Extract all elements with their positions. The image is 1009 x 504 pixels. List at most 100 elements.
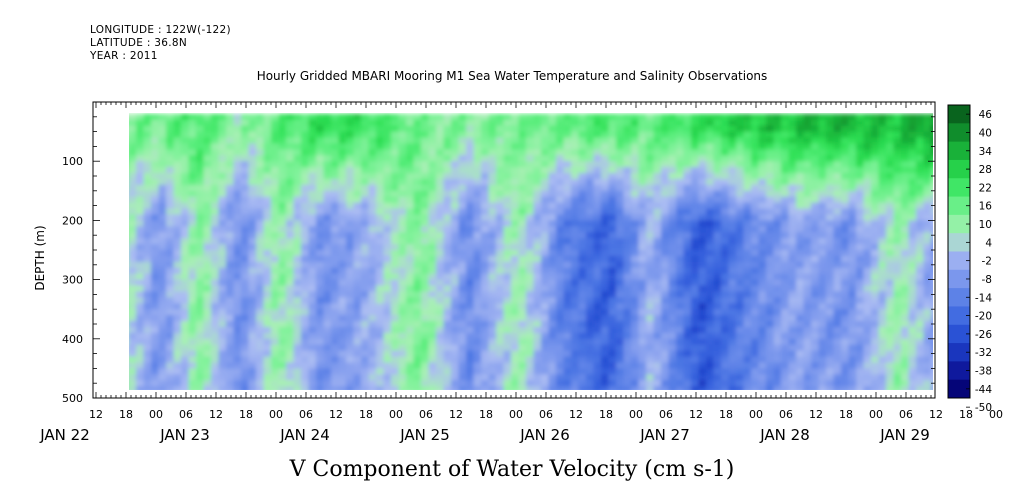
heatmap-cell [556, 226, 565, 234]
heatmap-cell [361, 327, 370, 334]
heatmap-cell [136, 131, 145, 139]
heatmap-cell [443, 374, 452, 382]
heatmap-cell [233, 374, 242, 382]
heatmap-cell [788, 179, 797, 186]
heatmap-cell [286, 161, 295, 169]
heatmap-cell [841, 190, 850, 198]
heatmap-cell [338, 356, 347, 364]
heatmap-cell [631, 155, 640, 163]
heatmap-cell [346, 315, 355, 322]
heatmap-cell [331, 232, 340, 240]
heatmap-cell [841, 173, 850, 180]
heatmap-cell [173, 143, 182, 151]
heatmap-cell [886, 149, 895, 157]
heatmap-cell [241, 380, 250, 388]
heatmap-cell [803, 155, 812, 163]
heatmap-cell [511, 327, 520, 334]
heatmap-cell [533, 226, 542, 234]
heatmap-cell [413, 125, 422, 133]
heatmap-cell [293, 179, 302, 186]
heatmap-cell [616, 279, 625, 287]
heatmap-cell [713, 113, 722, 121]
heatmap-cell [788, 161, 797, 169]
heatmap-cell [556, 356, 565, 364]
heatmap-cell [233, 232, 242, 240]
heatmap-cell [473, 196, 482, 204]
heatmap-cell [301, 173, 310, 180]
heatmap-cell [466, 350, 475, 358]
heatmap-cell [271, 279, 280, 287]
heatmap-cell [473, 285, 482, 293]
heatmap-cell [773, 220, 782, 228]
heatmap-cell [893, 350, 902, 358]
heatmap-cell [166, 356, 175, 364]
heatmap-cell [841, 368, 850, 376]
heatmap-cell [638, 184, 647, 192]
heatmap-cell [361, 155, 370, 163]
heatmap-cell [818, 202, 827, 210]
heatmap-cell [263, 368, 272, 376]
heatmap-cell [623, 184, 632, 192]
heatmap-cell [361, 190, 370, 198]
heatmap-cell [346, 321, 355, 328]
heatmap-cell [578, 261, 587, 269]
heatmap-cell [166, 232, 175, 240]
heatmap-cell [181, 214, 190, 222]
heatmap-cell [226, 338, 235, 346]
heatmap-cell [211, 167, 220, 174]
heatmap-cell [736, 155, 745, 163]
heatmap-cell [556, 202, 565, 210]
heatmap-cell [803, 297, 812, 305]
heatmap-cell [661, 137, 670, 145]
heatmap-cell [271, 232, 280, 240]
heatmap-cell [586, 137, 595, 145]
heatmap-cell [173, 321, 182, 328]
heatmap-cell [226, 113, 235, 121]
heatmap-cell [646, 244, 655, 251]
heatmap-cell [158, 173, 167, 180]
heatmap-cell [136, 315, 145, 322]
heatmap-cell [818, 356, 827, 364]
heatmap-cell [571, 161, 580, 169]
heatmap-cell [743, 338, 752, 346]
heatmap-cell [593, 356, 602, 364]
heatmap-cell [668, 119, 677, 127]
heatmap-cell [878, 113, 887, 121]
heatmap-cell [181, 119, 190, 127]
heatmap-cell [473, 303, 482, 311]
heatmap-cell [601, 374, 610, 382]
heatmap-cell [893, 184, 902, 192]
heatmap-cell [398, 137, 407, 145]
heatmap-cell [616, 261, 625, 269]
heatmap-cell [421, 202, 430, 210]
heatmap-cell [323, 184, 332, 192]
heatmap-cell [248, 285, 257, 293]
heatmap-cell [616, 119, 625, 127]
heatmap-cell [781, 208, 790, 216]
heatmap-cell [758, 321, 767, 328]
heatmap-cell [548, 321, 557, 328]
heatmap-cell [578, 119, 587, 127]
heatmap-cell [623, 244, 632, 251]
heatmap-cell [308, 226, 317, 234]
heatmap-cell [691, 362, 700, 370]
heatmap-cell [436, 173, 445, 180]
heatmap-cell [188, 321, 197, 328]
heatmap-cell [661, 226, 670, 234]
heatmap-cell [638, 202, 647, 210]
heatmap-cell [736, 338, 745, 346]
heatmap-cell [781, 149, 790, 157]
heatmap-cell [316, 137, 325, 145]
heatmap-cell [646, 220, 655, 228]
heatmap-cell [676, 321, 685, 328]
heatmap-cell [421, 291, 430, 299]
heatmap-cell [781, 137, 790, 145]
heatmap-cell [458, 214, 467, 222]
heatmap-cell [361, 149, 370, 157]
heatmap-cell [653, 173, 662, 180]
heatmap-cell [211, 131, 220, 139]
heatmap-cell [796, 226, 805, 234]
heatmap-cell [301, 184, 310, 192]
heatmap-cell [226, 362, 235, 370]
heatmap-cell [803, 303, 812, 311]
